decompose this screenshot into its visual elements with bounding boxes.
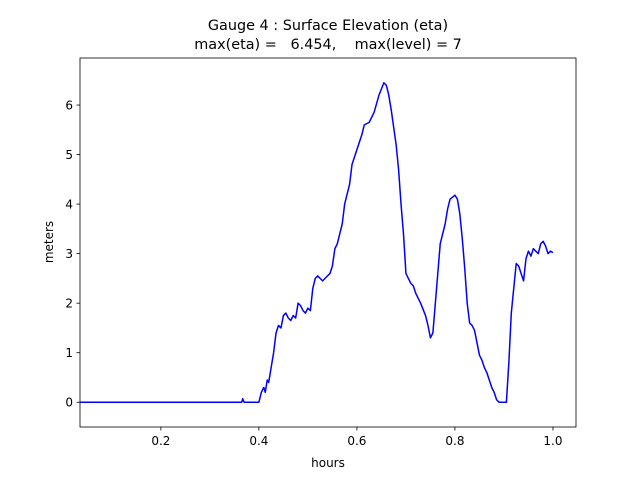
y-tick-label: 5 xyxy=(65,148,73,162)
y-axis-label: meters xyxy=(42,221,56,263)
plot-frame xyxy=(79,57,577,428)
y-tick-label: 3 xyxy=(65,247,73,261)
data-line xyxy=(80,82,554,403)
y-tick-label: 2 xyxy=(65,297,73,311)
x-tick-label: 0.8 xyxy=(445,434,464,448)
x-tick-label: 1.0 xyxy=(543,434,562,448)
y-tick-label: 6 xyxy=(65,99,73,113)
chart-title: Gauge 4 : Surface Elevation (eta) xyxy=(208,18,448,34)
x-tick-label: 0.2 xyxy=(151,434,170,448)
chart-subtitle: max(eta) = 6.454, max(level) = 7 xyxy=(194,37,462,53)
x-tick-label: 0.4 xyxy=(249,434,268,448)
y-tick-label: 0 xyxy=(65,396,73,410)
x-axis-label: hours xyxy=(311,456,345,470)
x-tick-label: 0.6 xyxy=(347,434,366,448)
y-tick-label: 4 xyxy=(65,198,73,212)
y-tick-label: 1 xyxy=(65,346,73,360)
